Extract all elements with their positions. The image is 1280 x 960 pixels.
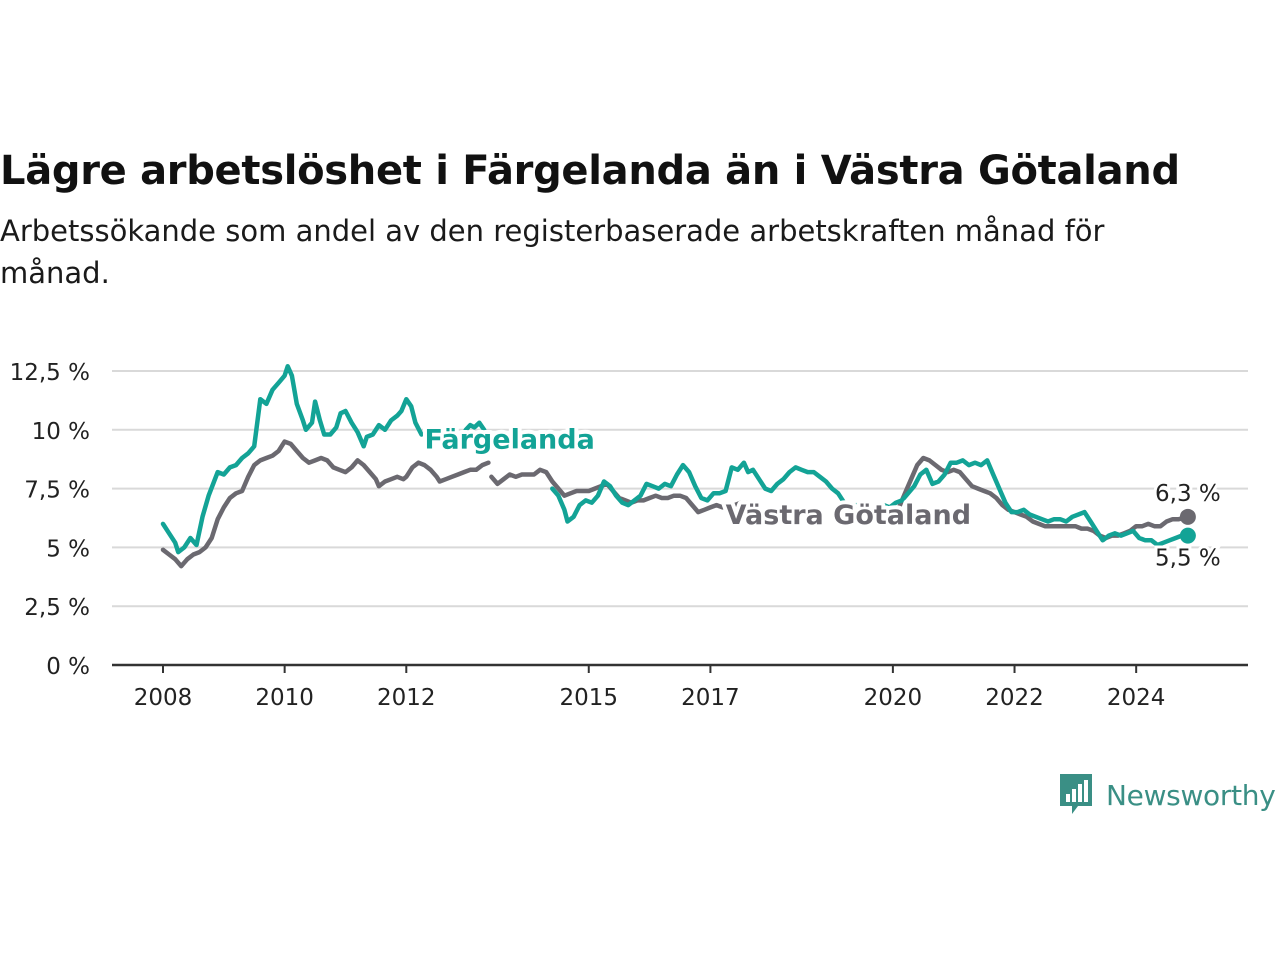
- y-tick-label: 5 %: [46, 536, 90, 562]
- y-tick-label: 0 %: [46, 654, 90, 680]
- x-tick-label: 2024: [1107, 685, 1166, 711]
- newsworthy-logo[interactable]: Newsworthy: [1058, 772, 1276, 818]
- series-end-point: [1179, 508, 1196, 525]
- chart-title: Lägre arbetslöshet i Färgelanda än i Väs…: [0, 148, 1180, 194]
- x-tick-label: 2008: [134, 685, 193, 711]
- series-label: Västra Götaland: [726, 500, 971, 531]
- x-tick-label: 2012: [377, 685, 436, 711]
- logo-text: Newsworthy: [1106, 778, 1276, 812]
- x-tick-label: 2017: [681, 685, 740, 711]
- series-end-label: 6,3 %: [1155, 481, 1221, 507]
- series-line-f-rgelanda: [160, 364, 1191, 555]
- line-chart: 0 % 2,5 % 5 % 7,5 % 10 % 12,5 % 2008 2010 2012 20…: [10, 360, 1248, 711]
- x-tick-label: 2010: [255, 685, 314, 711]
- chart-subtitle: Arbetssökande som andel av den registerb…: [0, 214, 1105, 290]
- y-tick-label: 10 %: [32, 419, 90, 445]
- series-label: Färgelanda: [425, 425, 595, 456]
- y-tick-label: 2,5 %: [24, 595, 90, 621]
- x-tick-label: 2022: [985, 685, 1044, 711]
- y-tick-label: 7,5 %: [24, 478, 90, 504]
- x-tick-label: 2020: [864, 685, 923, 711]
- series-end-label: 5,5 %: [1155, 546, 1221, 572]
- x-tick-label: 2015: [559, 685, 618, 711]
- y-tick-label: 12,5 %: [10, 360, 90, 386]
- series-end-point: [1179, 527, 1196, 544]
- newsworthy-bar-chart-icon: [1060, 774, 1092, 814]
